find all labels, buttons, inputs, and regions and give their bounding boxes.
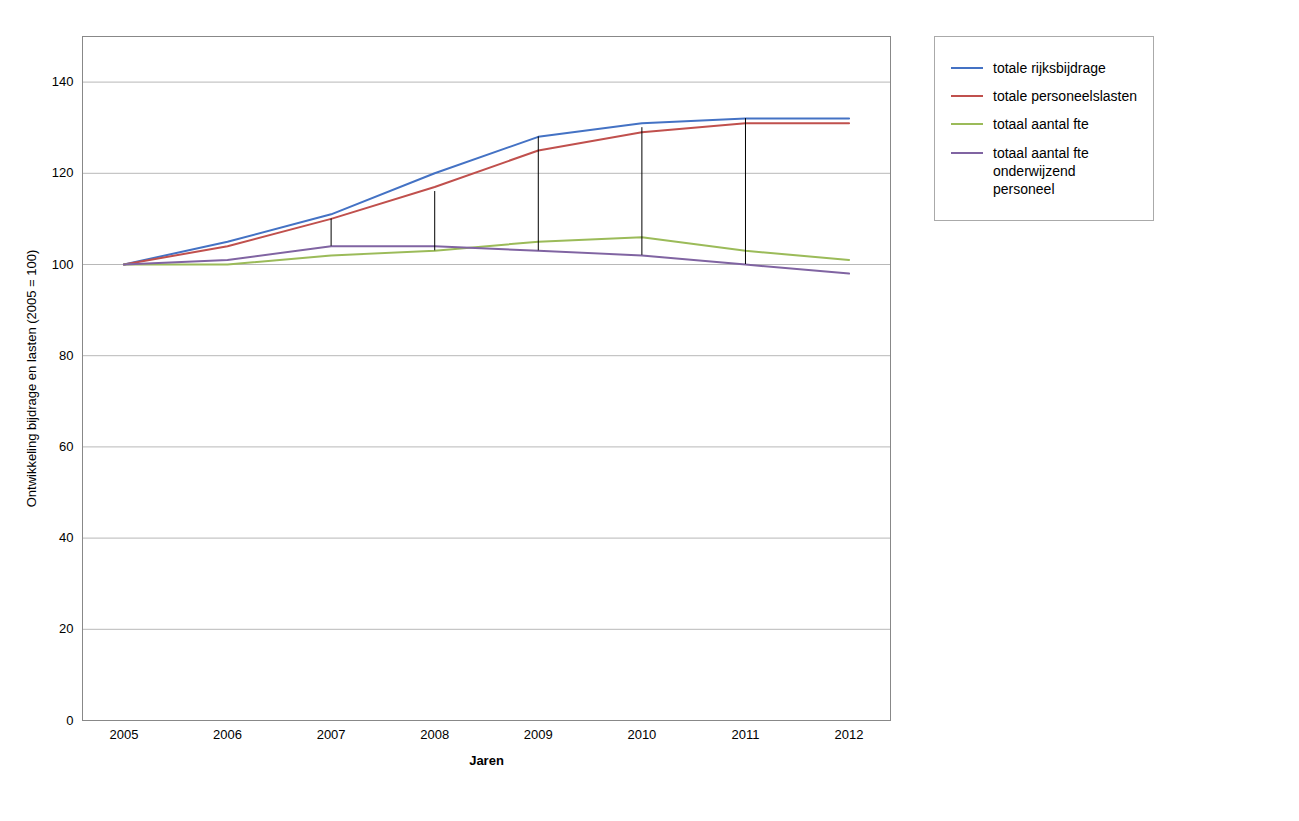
svg-text:2009: 2009 bbox=[524, 727, 553, 742]
svg-text:100: 100 bbox=[52, 257, 74, 272]
svg-text:40: 40 bbox=[59, 530, 73, 545]
svg-text:2010: 2010 bbox=[627, 727, 656, 742]
svg-text:0: 0 bbox=[66, 713, 73, 728]
svg-text:2012: 2012 bbox=[835, 727, 864, 742]
svg-text:20: 20 bbox=[59, 621, 73, 636]
svg-text:2007: 2007 bbox=[317, 727, 346, 742]
svg-text:80: 80 bbox=[59, 348, 73, 363]
svg-text:2008: 2008 bbox=[420, 727, 449, 742]
svg-text:140: 140 bbox=[52, 74, 74, 89]
html-text:totaal aantal fte onderwijzend: totaal aantal fte onderwijzend personeel bbox=[993, 144, 1089, 197]
svg-text:60: 60 bbox=[59, 439, 73, 454]
svg-text:Jaren: Jaren bbox=[469, 753, 504, 768]
svg-text:2006: 2006 bbox=[213, 727, 242, 742]
html-text:totale rijksbijdrage: totale rijksbijdrage bbox=[993, 60, 1106, 76]
svg-text:2011: 2011 bbox=[731, 727, 759, 742]
html-text:totaal aantal fte: totaal aantal fte bbox=[993, 116, 1089, 133]
svg-text:Ontwikkeling bijdrage en laste: Ontwikkeling bijdrage en lasten (2005 = … bbox=[24, 250, 39, 508]
html-text:totale personeelslasten: totale personeelslasten bbox=[993, 88, 1137, 105]
svg-text:120: 120 bbox=[52, 165, 74, 180]
svg-text:2005: 2005 bbox=[109, 727, 138, 742]
